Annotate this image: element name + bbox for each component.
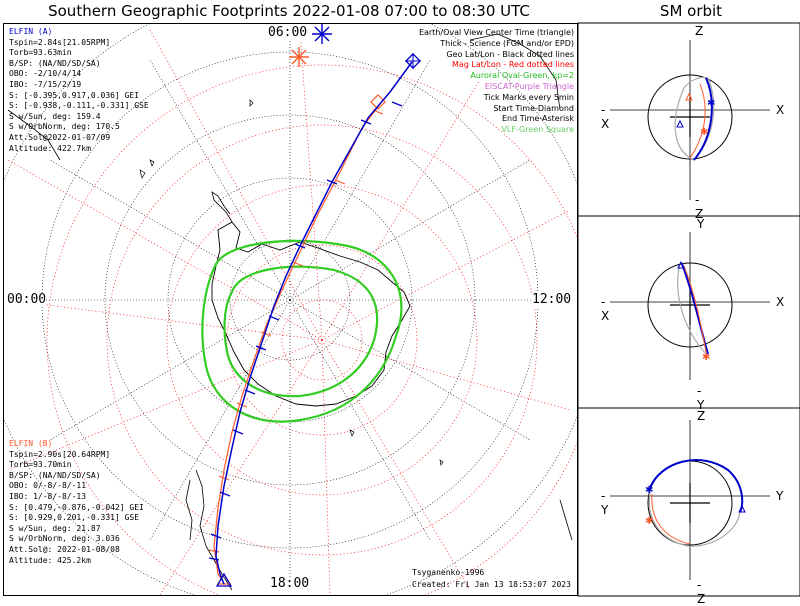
legend: Earth/Oval View Center Time (triangle) T… [419,28,574,136]
elfin-a-header: ELFIN (A) [9,27,53,36]
elfin-a-line: S w/Sun, deg: 159.4 [9,111,101,121]
legend-item: Earth/Oval View Center Time (triangle) [418,28,574,37]
elfin-a-line: S: [-0.395,0.917,0.036] GEI [9,90,140,100]
elfin-a-line: S: [-0.938,-0.111,-0.331] GSE [9,101,149,111]
legend-item: Thick - Science (FGM and/or EPD) [440,38,574,48]
elfin-b-line: Torb=93.70min [9,460,72,470]
elfin-a-line: Att.Sol@2022-01-07/09 [9,132,111,142]
elfin-a-line: B/SP: (NA/ND/SD/SA) [9,58,101,68]
sm3-right-label: Y [776,489,784,503]
time-label-right: 12:00 [532,292,572,307]
legend-item: Auroral Oval-Green, kp=2 [470,71,574,81]
sm2-bottom-label: -Y [697,384,705,412]
elfin-b-start-diamond [370,94,386,110]
sm1-bottom-label: -Z [695,193,704,221]
elfin-a-track [208,24,421,587]
time-label-left: 00:00 [7,292,47,307]
sm1-left-label: -X [601,103,610,131]
legend-item: Mag Lat/Lon - Red dotted lines [451,60,574,70]
elfin-a-view-triangle [215,572,233,587]
elfin-b-line: Altitude: 425.2km [9,555,91,565]
elfin-a-line: Altitude: 422.7km [9,143,91,153]
svg-text:✱: ✱ [707,98,715,109]
sm3-bottom-label: -Z [697,578,706,606]
elfin-b-line: OBO: 0/-8/-8/-11 [9,481,87,491]
elfin-b-line: S w/OrbNorm, deg: 3.036 [9,534,120,544]
plot-title: Southern Geographic Footprints 2022-01-0… [48,2,530,20]
elfin-b-line: B/SP: (NA/ND/SD/SA) [9,470,101,480]
elfin-b-line: Tspin=2.90s[20.64RPM] [9,449,111,459]
sm-orbit-panels: ✱ ✱ ✱ ✱ ✱ [577,22,800,597]
sm2-left-label: -X [601,295,610,323]
svg-text:✱: ✱ [702,352,710,363]
elfin-b-end-asterisk [289,47,309,67]
islands [139,99,444,466]
svg-text:✱: ✱ [645,485,653,496]
mag-grid [7,29,577,595]
elfin-a-start-diamond [405,53,421,69]
antarctic-peninsula [211,191,233,223]
sm3-top-label: Z [697,409,706,423]
legend-item: VLF-Green Square [501,125,574,135]
elfin-b-line: S: [0.929,0.201,-0.331] GSE [9,513,140,523]
elfin-b-header: ELFIN (B) [9,439,53,448]
south-america [185,469,233,591]
sm1-top-label: Z [695,24,704,38]
elfin-a-line: OBO: -2/10/4/14 [9,69,82,79]
elfin-b-info: ELFIN (B) Tspin=2.90s[20.64RPM] Torb=93.… [9,439,144,566]
sm1-right-label: X [776,103,785,117]
elfin-b-line: Att.Sol@: 2022-01-08/08 [9,544,120,554]
sm-panel-xz: ✱ ✱ [610,40,770,200]
sm-panel-yz: ✱ ✱ [610,420,770,580]
elfin-b-line: S: [0.479,-0.876,-0.042] GEI [9,502,144,512]
elfin-a-info: ELFIN (A) Tspin=2.84s[21.05RPM] Torb=93.… [9,27,149,154]
legend-item: Tick Marks every 5min [483,92,574,102]
legend-item: Start Time-Diamond [493,103,574,113]
sm3-left-label: -Y [601,489,609,517]
elfin-a-end-asterisk [312,24,332,44]
time-label-bottom: 18:00 [270,576,310,591]
elfin-a-line: IBO: -7/15/2/19 [9,79,82,89]
sm2-right-label: X [776,295,785,309]
created-timestamp: Created: Fri Jan 13 18:53:07 2023 [412,580,571,589]
antarctica-coast [211,221,411,407]
svg-text:✱: ✱ [700,127,708,138]
sm-panel-xy: ✱ [610,232,770,380]
sm2-top-label: Y [697,217,705,231]
elfin-b-line: IBO: 1/-8/-8/-13 [9,491,87,501]
elfin-b-line: S w/Sun, deg: 21.87 [9,523,101,533]
elfin-b-track [208,47,386,585]
elfin-a-line: Torb=93.63min [9,48,72,58]
elfin-a-line: Tspin=2.84s[21.05RPM] [9,37,111,47]
legend-item: Geo Lat/Lon - Black dotted lines [446,49,574,59]
australia-edge [469,33,561,111]
auroral-oval [201,239,403,423]
legend-item: End Time-Asterisk [501,114,574,124]
legend-item: EISCAT-Purple Triangle [484,81,574,91]
svg-text:✱: ✱ [645,516,653,527]
nz-edge [559,499,573,541]
elfin-a-line: S w/OrbNorm, deg: 170.5 [9,122,120,132]
sm-orbit-title: SM orbit [659,2,723,20]
time-label-top: 06:00 [268,25,308,40]
model-credit: Tsyganenko-1996 [412,568,485,577]
africa-edge [7,109,61,161]
